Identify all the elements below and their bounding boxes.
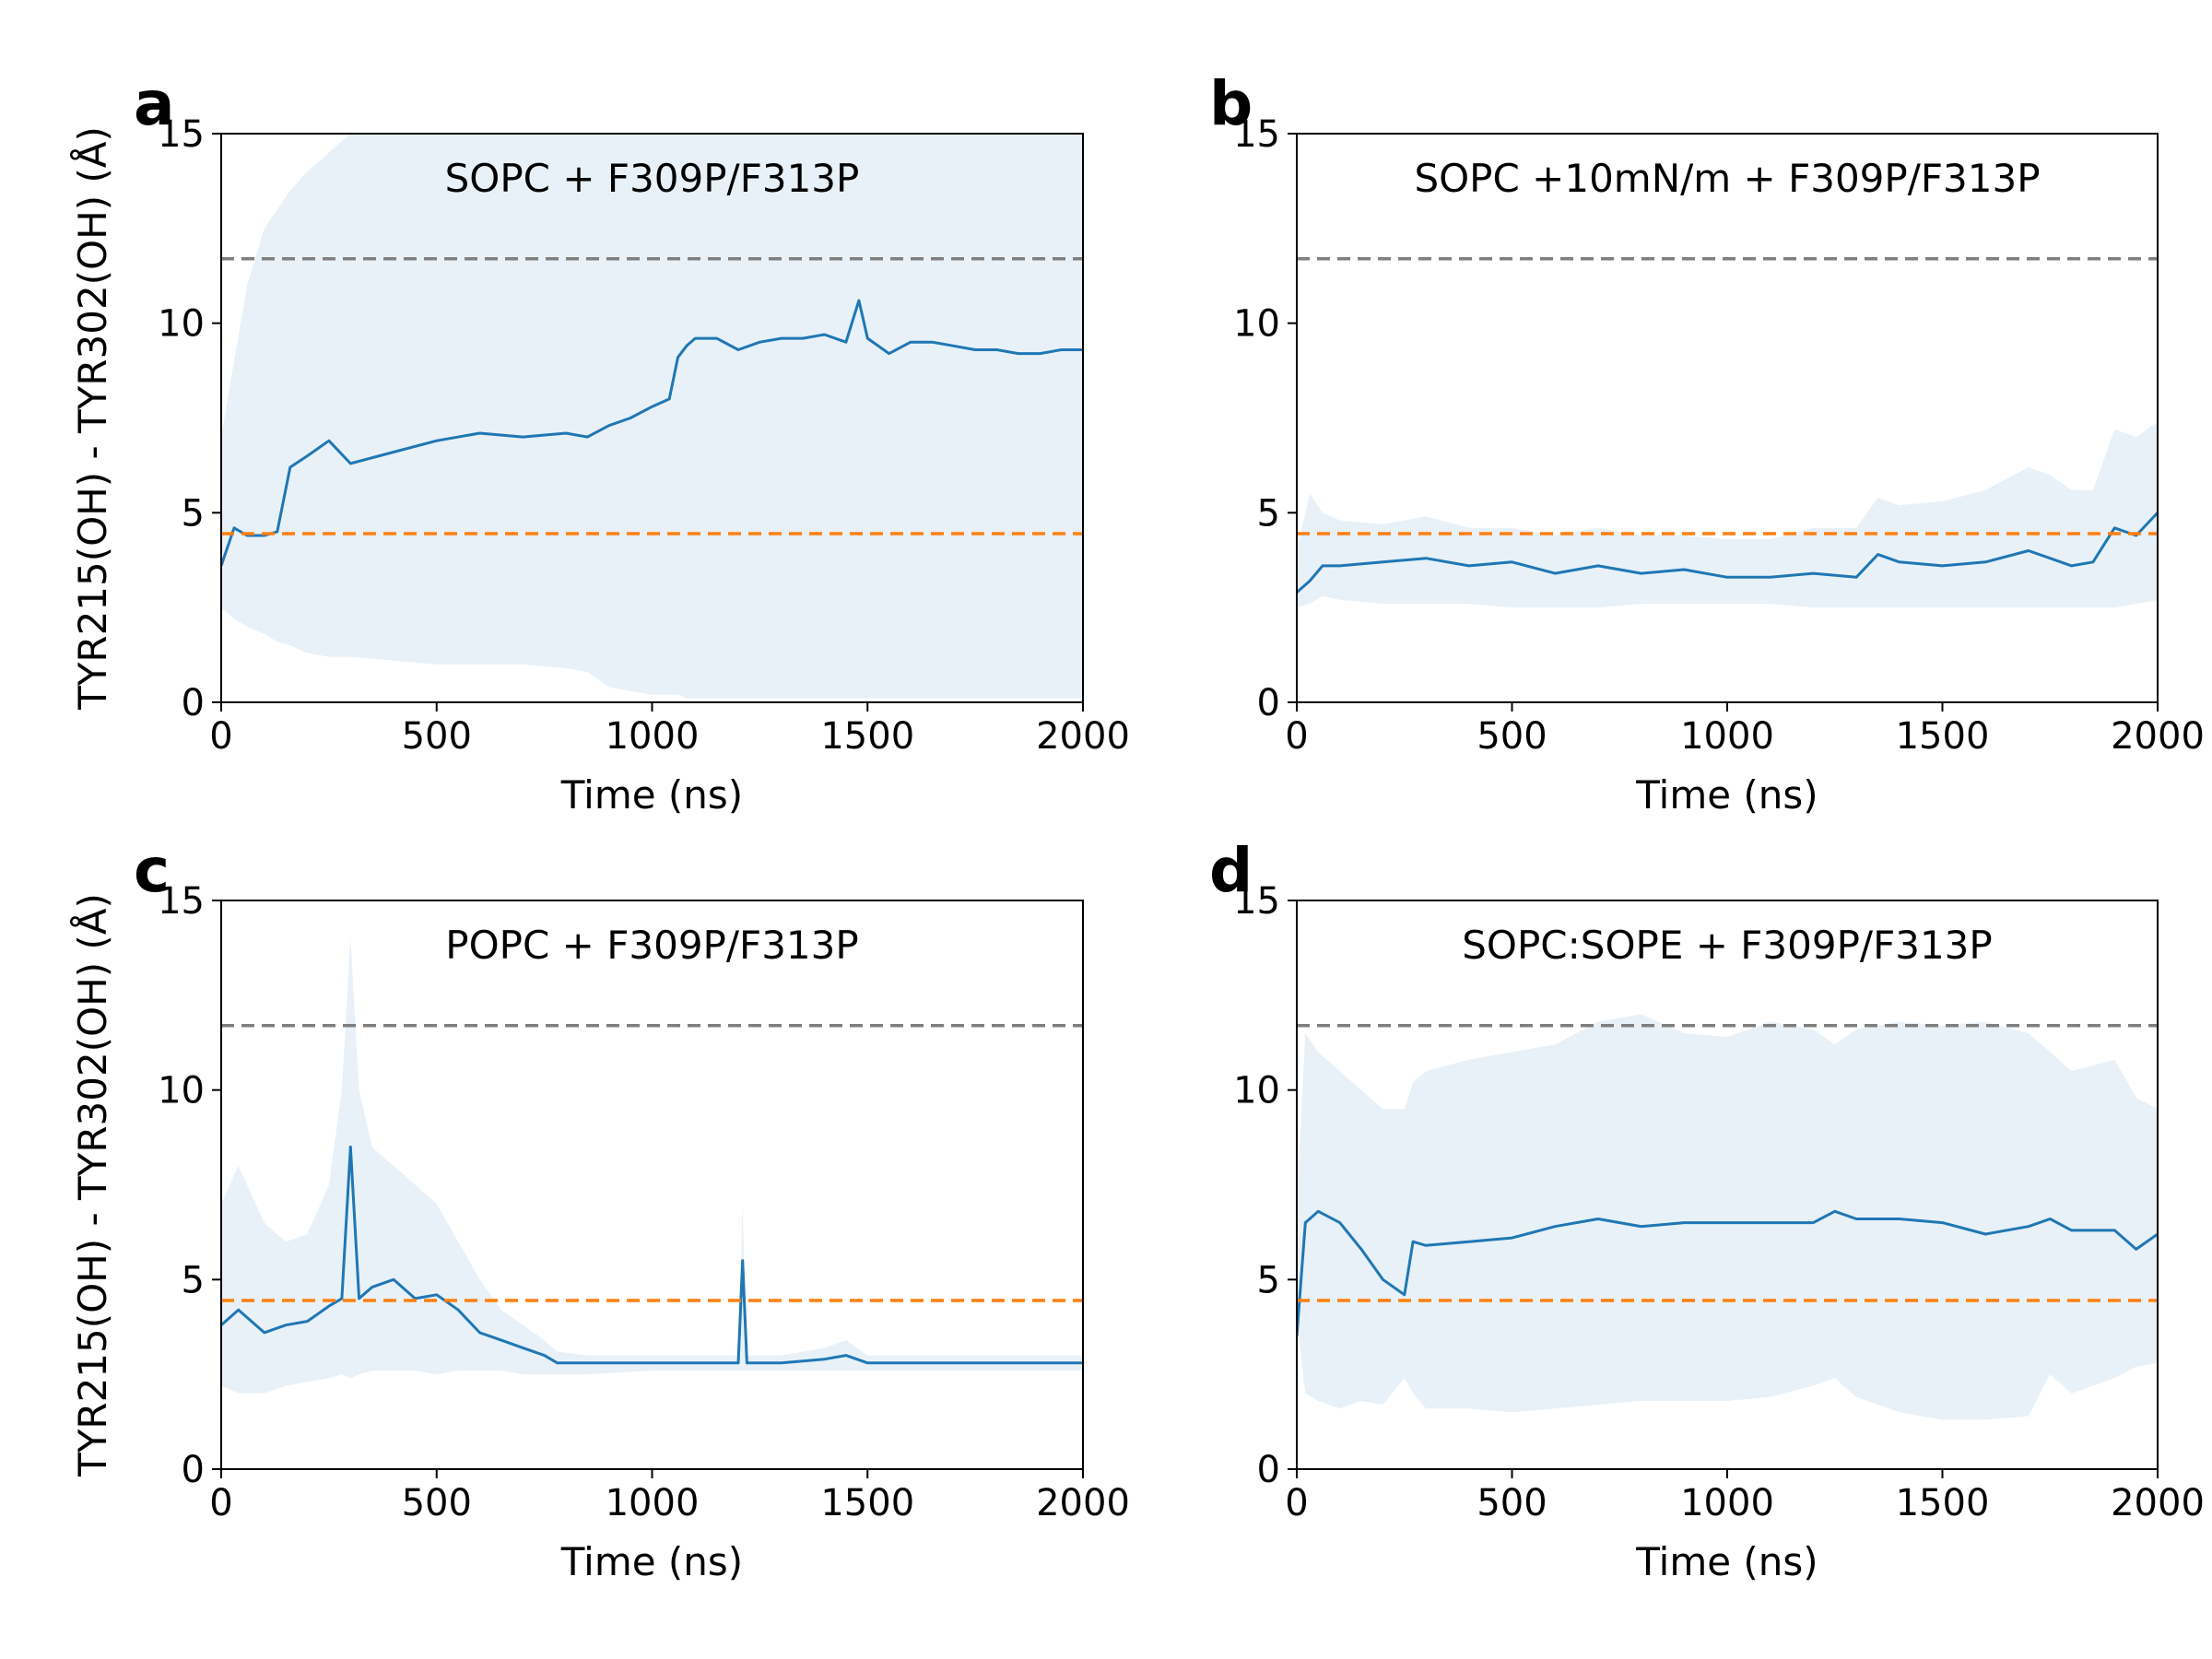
x-axis-label: Time (ns): [1635, 1539, 1818, 1584]
y-axis-label: TYR215(OH) - TYR302(OH) (Å): [69, 126, 115, 711]
x-tick-label: 500: [1477, 1482, 1547, 1524]
y-tick-label: 0: [182, 1449, 205, 1491]
plot-area: [221, 938, 1083, 1394]
series-0-line: [221, 299, 1083, 567]
y-tick-label: 5: [182, 1259, 205, 1301]
x-tick-label: 1500: [820, 1482, 914, 1524]
x-tick-label: 2000: [2111, 1482, 2205, 1524]
y-tick-label: 0: [1257, 682, 1280, 724]
series-0-band: [1297, 421, 2158, 608]
panel-b: 0 500 1000 1500 2000 0 5 10 15 Time (ns) SOPC +10m…: [1209, 68, 2205, 818]
x-axis-label: Time (ns): [1635, 772, 1818, 818]
x-tick-label: 1000: [1680, 1482, 1774, 1524]
y-tick-label: 15: [158, 113, 205, 156]
x-tick-label: 0: [1285, 715, 1308, 758]
panel-c: 0 500 1000 1500 2000 0 5 10 15 Time (ns) TYR215(OH…: [69, 835, 1130, 1584]
axes-frame: [1296, 133, 2159, 703]
series-0-line: [1297, 1209, 2158, 1337]
y-tick-label: 0: [182, 682, 205, 724]
panel-title: SOPC:SOPE + F309P/F313P: [1462, 923, 1992, 968]
x-tick-label: 0: [209, 1482, 232, 1524]
y-tick-label: 10: [1233, 1070, 1280, 1112]
x-tick-label: 0: [1285, 1482, 1308, 1524]
plot-area: [1297, 1014, 2158, 1420]
y-tick-label: 10: [158, 1070, 205, 1112]
y-tick-label: 0: [1257, 1449, 1280, 1491]
panel-title: SOPC +10mN/m + F309P/F313P: [1414, 156, 2040, 201]
plot-area: [221, 134, 1083, 699]
y-tick-label: 15: [1233, 113, 1280, 156]
x-tick-label: 1000: [606, 1482, 700, 1524]
series-0-band: [221, 938, 1083, 1394]
panel-a: 0 500 1000 1500 2000 0 5 10 15 Time (ns) TYR215(OH…: [69, 68, 1130, 818]
x-tick-label: 1000: [606, 715, 700, 758]
plot-area: [1297, 256, 2158, 608]
x-tick-label: 2000: [1036, 1482, 1130, 1524]
panel-d: 0 500 1000 1500 2000 0 5 10 15 Time (ns) SOPC:SOPE…: [1209, 835, 2205, 1584]
y-axis-label: TYR215(OH) - TYR302(OH) (Å): [69, 893, 115, 1477]
panel-letter: d: [1209, 835, 1253, 906]
x-tick-label: 500: [402, 715, 472, 758]
panel-title: SOPC + F309P/F313P: [445, 156, 860, 201]
x-tick-label: 1500: [820, 715, 914, 758]
panel-letter: a: [134, 68, 175, 139]
y-tick-label: 5: [1257, 1259, 1280, 1301]
x-tick-label: 500: [402, 1482, 472, 1524]
panel-letter: b: [1209, 68, 1253, 139]
x-tick-label: 0: [209, 715, 232, 758]
series-0-band: [221, 134, 1083, 699]
y-tick-label: 5: [1257, 492, 1280, 535]
x-tick-label: 1500: [1896, 1482, 1990, 1524]
x-tick-label: 2000: [2111, 715, 2205, 758]
y-tick-label: 10: [158, 303, 205, 346]
x-tick-label: 1000: [1680, 715, 1774, 758]
series-0-band: [1297, 1014, 2158, 1420]
y-tick-label: 15: [1233, 880, 1280, 923]
panel-letter: c: [134, 835, 170, 906]
series-0-line: [1297, 512, 2158, 594]
series-0-line: [221, 1145, 1083, 1365]
x-axis-label: Time (ns): [560, 1539, 743, 1584]
x-tick-label: 2000: [1036, 715, 1130, 758]
x-tick-label: 1500: [1896, 715, 1990, 758]
panel-title: POPC + F309P/F313P: [445, 923, 858, 968]
y-tick-label: 15: [158, 880, 205, 923]
y-tick-label: 5: [182, 492, 205, 535]
y-tick-label: 10: [1233, 303, 1280, 346]
x-axis-label: Time (ns): [560, 772, 743, 818]
x-tick-label: 500: [1477, 715, 1547, 758]
